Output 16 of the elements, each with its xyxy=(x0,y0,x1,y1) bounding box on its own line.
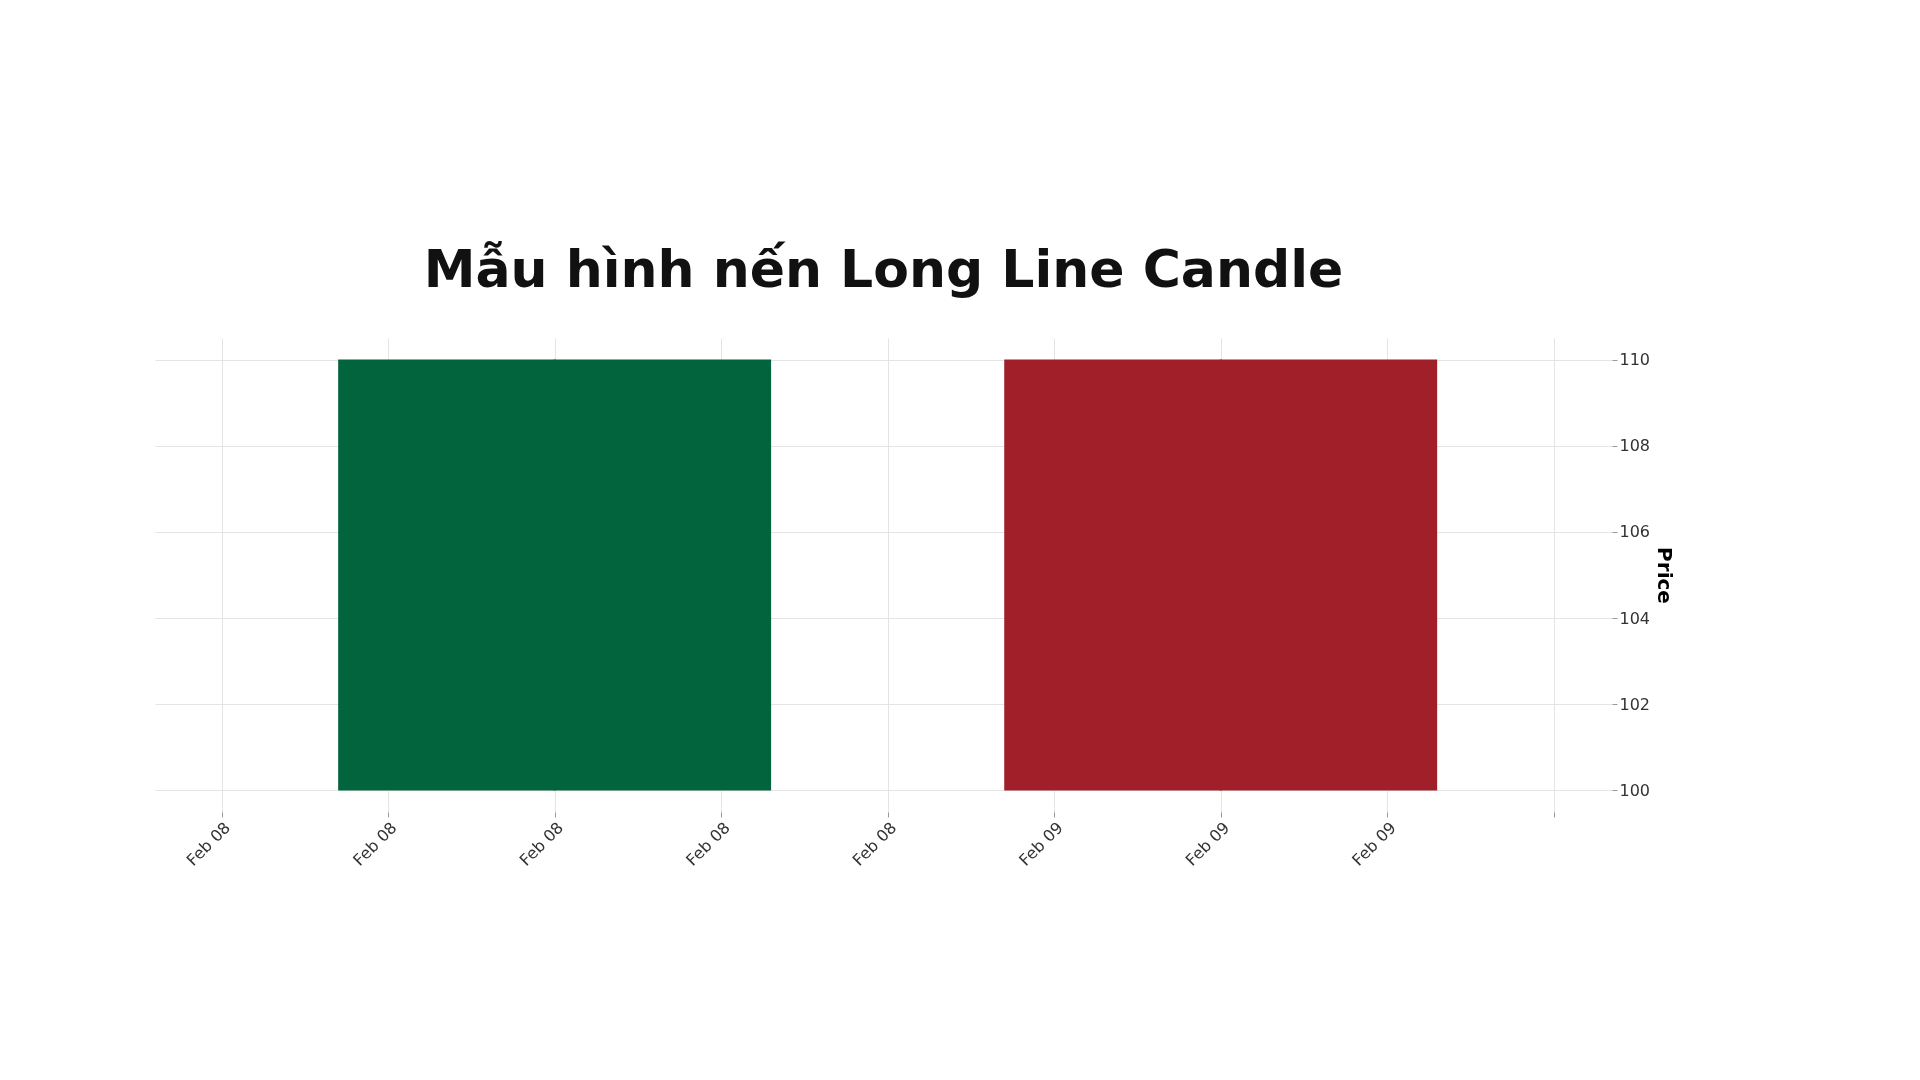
y-tick-label: 106 xyxy=(1619,522,1651,542)
x-tick-label: Feb 08 xyxy=(682,818,734,870)
y-axis-title: Price xyxy=(1653,547,1678,604)
y-tick-label: 104 xyxy=(1619,608,1651,628)
y-tick-label: 100 xyxy=(1619,780,1651,800)
y-tick-label: 110 xyxy=(1619,350,1651,370)
x-tick-label: Feb 08 xyxy=(848,818,901,870)
y-tick-label: 108 xyxy=(1619,436,1651,456)
x-tick-label: Feb 09 xyxy=(1348,818,1400,870)
x-tick-label: Feb 09 xyxy=(1015,818,1067,870)
x-tick-label: Feb 08 xyxy=(349,818,401,870)
x-tick-label: Feb 09 xyxy=(1181,818,1234,870)
chart-title: Mẫu hình nến Long Line Candle xyxy=(423,239,1344,299)
y-tick-label: 102 xyxy=(1619,694,1651,714)
x-tick-label: Feb 08 xyxy=(182,818,235,870)
x-tick-label: Feb 08 xyxy=(515,818,568,870)
